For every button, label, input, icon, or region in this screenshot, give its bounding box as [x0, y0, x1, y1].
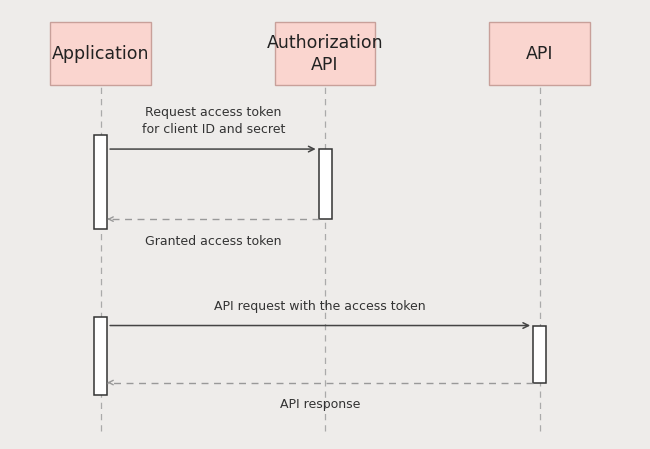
Text: API response: API response: [280, 398, 360, 410]
Text: Authorization
API: Authorization API: [266, 34, 384, 74]
Bar: [94, 317, 107, 395]
Bar: [489, 22, 590, 85]
Text: API request with the access token: API request with the access token: [214, 300, 426, 313]
Bar: [94, 135, 107, 229]
Bar: [274, 22, 376, 85]
Bar: [318, 149, 332, 219]
Text: Granted access token: Granted access token: [145, 235, 281, 248]
Text: API: API: [526, 45, 553, 63]
Bar: [533, 326, 546, 383]
Text: Application: Application: [52, 45, 150, 63]
Bar: [51, 22, 151, 85]
Text: Request access token
for client ID and secret: Request access token for client ID and s…: [142, 106, 285, 136]
